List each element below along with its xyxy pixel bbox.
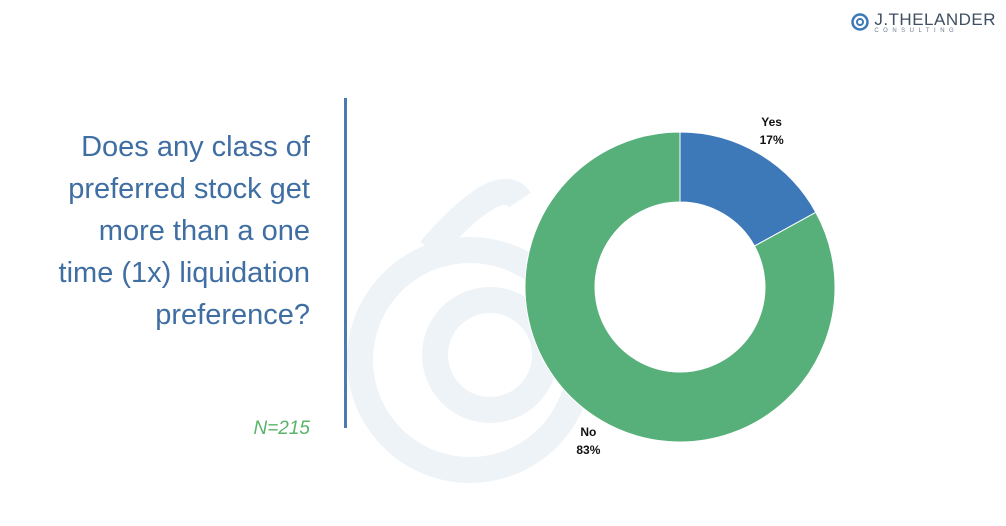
logo-text: J.THELANDER CONSULTING [874, 10, 996, 34]
slice-label: No [580, 425, 596, 439]
slice-label: Yes [761, 115, 782, 129]
logo-name: J.THELANDER [874, 10, 996, 29]
donut-slice [524, 131, 836, 443]
logo-tagline: CONSULTING [874, 28, 959, 34]
chart-title: Does any class of preferred stock get mo… [58, 131, 310, 331]
logo-icon [851, 13, 870, 31]
divider [344, 98, 347, 428]
value-label: 83% [576, 443, 600, 457]
sample-size: N=215 [253, 418, 310, 439]
value-label: 17% [760, 133, 784, 147]
logo: J.THELANDER CONSULTING [850, 10, 996, 34]
